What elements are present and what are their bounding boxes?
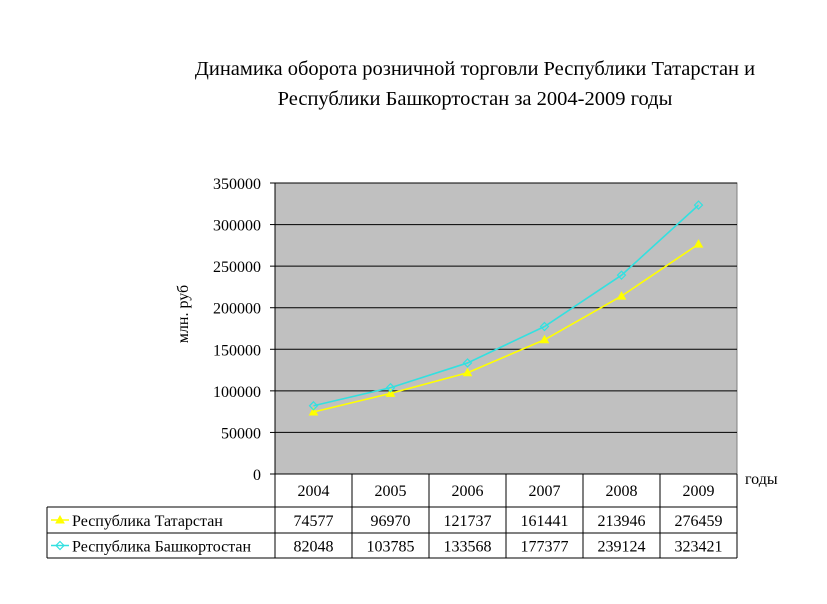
- series-line: [313, 243, 699, 413]
- x-category-label: 2008: [606, 483, 638, 500]
- data-point: [308, 406, 319, 416]
- table-cell-value: 74577: [294, 513, 334, 530]
- series-lines: [308, 200, 704, 416]
- legend-label: Республика Башкортостан: [72, 539, 251, 556]
- data-point: [385, 388, 396, 397]
- legend-key-2: [51, 540, 69, 551]
- table-cell-value: 161441: [521, 513, 569, 530]
- plot-area: [274, 182, 738, 475]
- y-tick-label: 150000: [213, 342, 261, 359]
- table-cell-value: 177377: [521, 539, 569, 556]
- x-category-label: 2005: [375, 483, 407, 500]
- y-tick-label: 0: [253, 467, 261, 484]
- data-point: [385, 382, 396, 393]
- data-point: [539, 334, 550, 344]
- x-axis-label: годы: [745, 471, 778, 488]
- x-category-label: 2009: [683, 483, 715, 500]
- legend-marker: [55, 514, 65, 524]
- y-tick-label: 250000: [213, 259, 261, 276]
- series-2: [308, 200, 704, 411]
- x-category-label: 2006: [452, 483, 484, 500]
- plot-background: [274, 182, 738, 475]
- data-table: годы 2004 2005 2006 2007 2008 2009 Республика Т…: [46, 471, 778, 559]
- data-point: [616, 291, 627, 300]
- y-axis: 0 50000 100000 150000 200000 250000 300000 3500…: [175, 176, 276, 484]
- data-point: [462, 358, 473, 368]
- table-cell-value: 239124: [598, 539, 646, 556]
- legend-label: Республика Татарстан: [72, 513, 223, 530]
- gridlines: [275, 182, 737, 433]
- y-tick-label: 100000: [213, 384, 261, 401]
- x-category-label: 2004: [298, 483, 330, 500]
- series-1: [308, 239, 704, 416]
- table-cell-value: 276459: [675, 513, 723, 530]
- chart-title: Динамика оборота розничной торговли Респ…: [150, 54, 800, 114]
- data-point: [308, 400, 319, 411]
- legend-marker: [55, 540, 65, 551]
- table-cell-value: 213946: [598, 513, 646, 530]
- y-tick-label: 50000: [221, 425, 261, 442]
- table-cell-value: 133568: [444, 539, 492, 556]
- data-point: [616, 270, 627, 281]
- x-category-label: 2007: [529, 483, 561, 500]
- y-tick-label: 350000: [213, 176, 261, 193]
- table-cell-value: 323421: [675, 539, 723, 556]
- legend-key-1: [51, 514, 69, 524]
- data-point: [693, 239, 704, 248]
- chart-title-line-1: Динамика оборота розничной торговли Респ…: [194, 58, 756, 80]
- table-cell-value: 103785: [367, 539, 415, 556]
- table-cell-value: 82048: [294, 539, 334, 556]
- data-point: [693, 200, 704, 210]
- table-cell-value: 121737: [444, 513, 492, 530]
- data-point: [539, 321, 550, 332]
- y-axis-label: млн. руб: [175, 285, 192, 343]
- chart-title-line-2: Республики Башкортостан за 2004-2009 год…: [277, 88, 673, 110]
- data-point: [462, 367, 473, 377]
- y-tick-label: 200000: [213, 301, 261, 318]
- y-tick-label: 300000: [213, 218, 261, 235]
- series-line: [313, 204, 700, 407]
- table-cell-value: 96970: [371, 513, 411, 530]
